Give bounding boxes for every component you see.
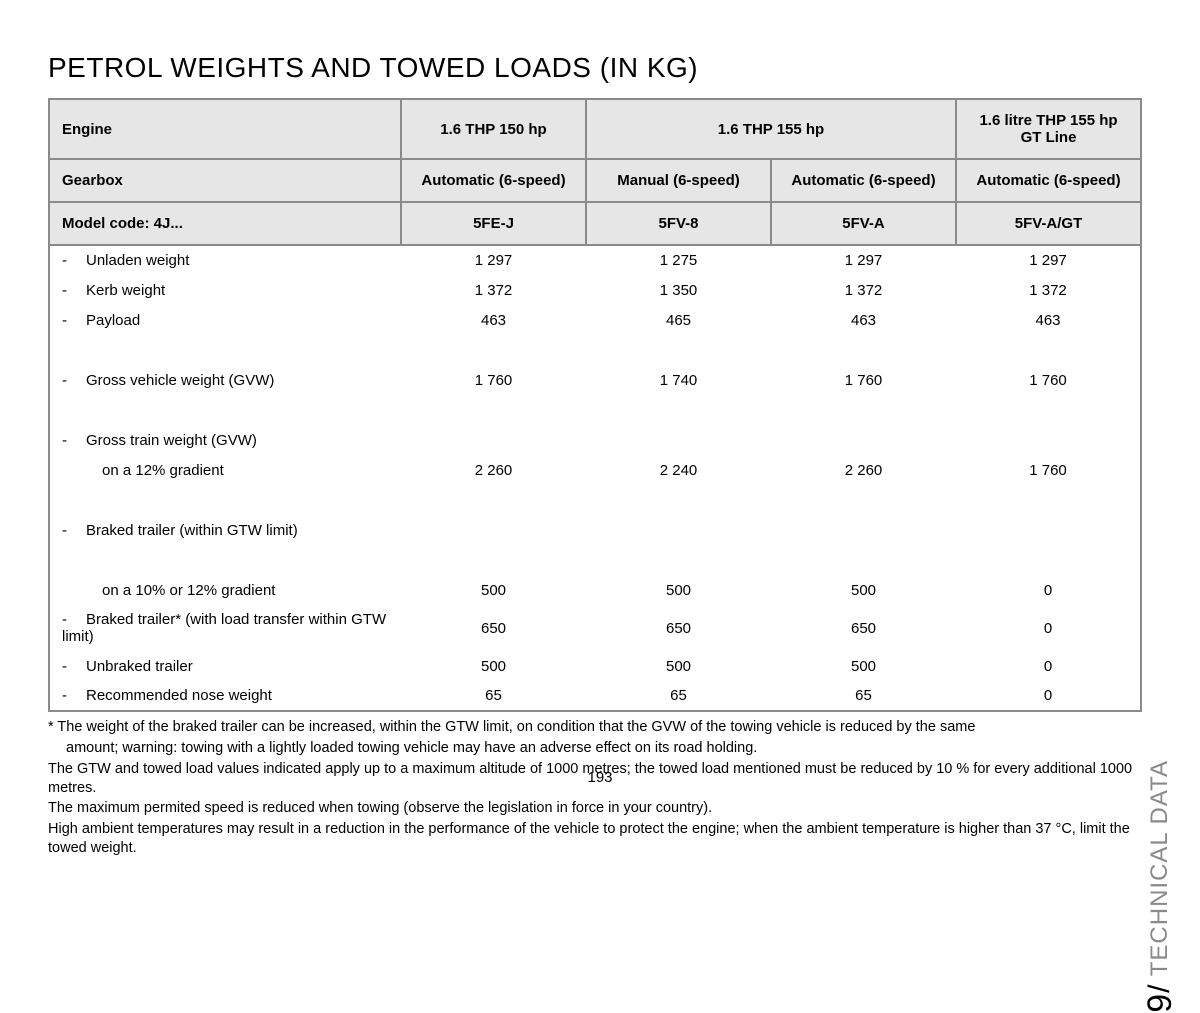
row-label: -Unbraked trailer [49,651,401,681]
data-cell: 500 [401,575,586,605]
table-row: -Braked trailer* (with load transfer wit… [49,605,1141,651]
data-cell: 0 [956,575,1141,605]
data-cell: 1 760 [956,365,1141,395]
table-row: on a 10% or 12% gradient5005005000 [49,575,1141,605]
data-cell: 500 [586,651,771,681]
section-title: TECHNICAL DATA [1146,760,1173,983]
data-cell: 1 297 [956,245,1141,275]
table-row: -Gross vehicle weight (GVW)1 7601 7401 7… [49,365,1141,395]
data-cell: 500 [771,575,956,605]
model-col: 5FE-J [401,202,586,245]
slash-icon: / [1143,983,1176,992]
data-cell: 1 275 [586,245,771,275]
footnotes: * The weight of the braked trailer can b… [48,718,1142,858]
table-row: -Braked trailer (within GTW limit) [49,515,1141,545]
data-cell: 1 760 [401,365,586,395]
gearbox-label: Gearbox [49,159,401,202]
page-number: 193 [587,769,612,786]
data-cell: 1 372 [956,275,1141,305]
data-cell: 1 372 [401,275,586,305]
engine-col: 1.6 THP 155 hp [586,99,956,159]
footnote-line: amount; warning: towing with a lightly l… [48,739,1142,758]
table-row: -Payload463465463463 [49,305,1141,335]
row-label: -Gross train weight (GVW) [49,425,401,455]
gearbox-col: Manual (6-speed) [586,159,771,202]
data-cell: 1 760 [771,365,956,395]
data-cell: 500 [771,651,956,681]
table-row [49,545,1141,575]
section-tab: 9/ TECHNICAL DATA [1141,760,1180,1013]
gearbox-col: Automatic (6-speed) [401,159,586,202]
data-cell [956,515,1141,545]
data-cell: 500 [401,651,586,681]
data-cell [401,515,586,545]
data-cell: 463 [401,305,586,335]
data-cell: 65 [401,681,586,711]
row-label: -Payload [49,305,401,335]
data-cell: 0 [956,681,1141,711]
table-row: -Unladen weight1 2971 2751 2971 297 [49,245,1141,275]
engine-label: Engine [49,99,401,159]
data-cell [771,425,956,455]
engine-row: Engine 1.6 THP 150 hp 1.6 THP 155 hp 1.6… [49,99,1141,159]
data-cell [771,515,956,545]
data-cell: 500 [586,575,771,605]
row-label: on a 12% gradient [49,455,401,485]
table-row: on a 12% gradient2 2602 2402 2601 760 [49,455,1141,485]
row-label: -Unladen weight [49,245,401,275]
row-label: -Braked trailer (within GTW limit) [49,515,401,545]
table-row: -Unbraked trailer5005005000 [49,651,1141,681]
model-row: Model code: 4J... 5FE-J 5FV-8 5FV-A 5FV-… [49,202,1141,245]
data-cell: 0 [956,605,1141,651]
data-cell: 1 760 [956,455,1141,485]
data-cell: 1 350 [586,275,771,305]
data-cell: 1 740 [586,365,771,395]
data-cell: 650 [771,605,956,651]
row-label: -Braked trailer* (with load transfer wit… [49,605,401,651]
engine-col: 1.6 THP 150 hp [401,99,586,159]
footnote-line: The maximum permited speed is reduced wh… [48,799,1142,818]
data-cell [401,425,586,455]
engine-col: 1.6 litre THP 155 hp GT Line [956,99,1141,159]
data-cell [586,425,771,455]
data-cell [956,425,1141,455]
data-cell: 463 [956,305,1141,335]
model-label: Model code: 4J... [49,202,401,245]
gearbox-col: Automatic (6-speed) [956,159,1141,202]
weights-table: Engine 1.6 THP 150 hp 1.6 THP 155 hp 1.6… [48,98,1142,712]
row-label: -Recommended nose weight [49,681,401,711]
section-number: 9 [1141,993,1179,1013]
row-label: -Kerb weight [49,275,401,305]
table-row [49,485,1141,515]
table-row [49,395,1141,425]
data-cell [586,515,771,545]
gearbox-row: Gearbox Automatic (6-speed) Manual (6-sp… [49,159,1141,202]
data-cell: 650 [401,605,586,651]
data-cell: 65 [771,681,956,711]
data-cell: 2 240 [586,455,771,485]
data-cell: 1 372 [771,275,956,305]
data-cell: 2 260 [771,455,956,485]
data-cell: 463 [771,305,956,335]
table-row: -Kerb weight1 3721 3501 3721 372 [49,275,1141,305]
row-label: on a 10% or 12% gradient [49,575,401,605]
data-cell: 65 [586,681,771,711]
model-col: 5FV-A/GT [956,202,1141,245]
footnote-line: High ambient temperatures may result in … [48,820,1142,858]
data-cell: 1 297 [771,245,956,275]
model-col: 5FV-8 [586,202,771,245]
footnote-line: * The weight of the braked trailer can b… [48,718,1142,737]
data-cell: 465 [586,305,771,335]
table-row: -Recommended nose weight6565650 [49,681,1141,711]
table-row: -Gross train weight (GVW) [49,425,1141,455]
data-cell: 0 [956,651,1141,681]
page-title: PETROL WEIGHTS AND TOWED LOADS (IN KG) [48,52,1142,84]
data-cell: 650 [586,605,771,651]
row-label: -Gross vehicle weight (GVW) [49,365,401,395]
data-cell: 1 297 [401,245,586,275]
data-cell: 2 260 [401,455,586,485]
gearbox-col: Automatic (6-speed) [771,159,956,202]
table-row [49,335,1141,365]
model-col: 5FV-A [771,202,956,245]
